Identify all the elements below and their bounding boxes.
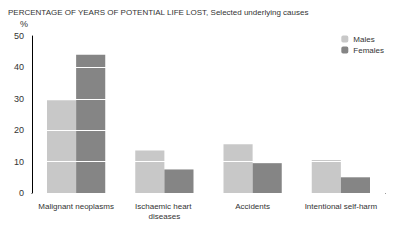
svg-text:50: 50: [14, 31, 24, 41]
svg-text:PERCENTAGE OF YEARS OF POTENTI: PERCENTAGE OF YEARS OF POTENTIAL LIFE LO…: [8, 8, 308, 17]
svg-text:30: 30: [14, 94, 24, 104]
svg-text:diseases: diseases: [149, 212, 181, 221]
svg-text:20: 20: [14, 125, 24, 135]
svg-text:Females: Females: [353, 46, 384, 55]
svg-text:10: 10: [14, 157, 24, 167]
svg-text:Intentional self-harm: Intentional self-harm: [305, 202, 378, 211]
svg-text:40: 40: [14, 62, 24, 72]
svg-text:%: %: [20, 19, 28, 29]
svg-text:Males: Males: [353, 35, 374, 44]
svg-text:Ischaemic heart: Ischaemic heart: [135, 202, 194, 211]
svg-text:0: 0: [19, 188, 24, 198]
svg-text:Malignant neoplasms: Malignant neoplasms: [38, 202, 114, 211]
svg-text:Accidents: Accidents: [235, 202, 270, 211]
